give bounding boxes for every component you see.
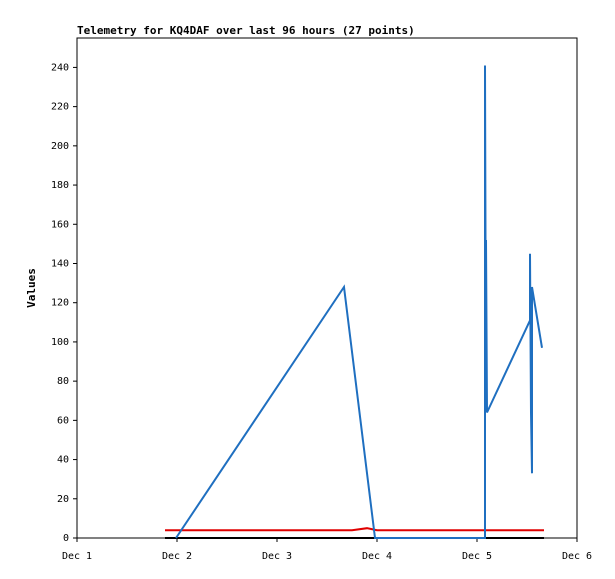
y-tick-label: 140 bbox=[51, 258, 69, 269]
y-tick-label: 60 bbox=[57, 415, 69, 426]
y-tick-label: 220 bbox=[51, 102, 69, 113]
y-axis-label: Values bbox=[25, 268, 38, 308]
y-tick-label: 0 bbox=[63, 533, 69, 544]
y-tick-label: 120 bbox=[51, 298, 69, 309]
y-tick-label: 240 bbox=[51, 62, 69, 73]
x-tick-label: Dec 6 bbox=[562, 551, 592, 562]
chart-title: Telemetry for KQ4DAF over last 96 hours … bbox=[77, 24, 415, 37]
x-tick-label: Dec 3 bbox=[262, 551, 292, 562]
plot-frame bbox=[76, 37, 578, 539]
y-tick-label: 180 bbox=[51, 180, 69, 191]
y-tick-label: 20 bbox=[57, 494, 69, 505]
y-tick-label: 40 bbox=[57, 455, 69, 466]
y-tick-label: 200 bbox=[51, 141, 69, 152]
x-tick-label: Dec 2 bbox=[162, 551, 192, 562]
series-line bbox=[175, 65, 543, 539]
y-tick-label: 160 bbox=[51, 219, 69, 230]
y-tick-label: 100 bbox=[51, 337, 69, 348]
x-tick-label: Dec 5 bbox=[462, 551, 492, 562]
y-tick-label: 80 bbox=[57, 376, 69, 387]
x-tick-label: Dec 1 bbox=[62, 551, 92, 562]
x-tick-label: Dec 4 bbox=[362, 551, 392, 562]
series-line bbox=[165, 527, 544, 532]
